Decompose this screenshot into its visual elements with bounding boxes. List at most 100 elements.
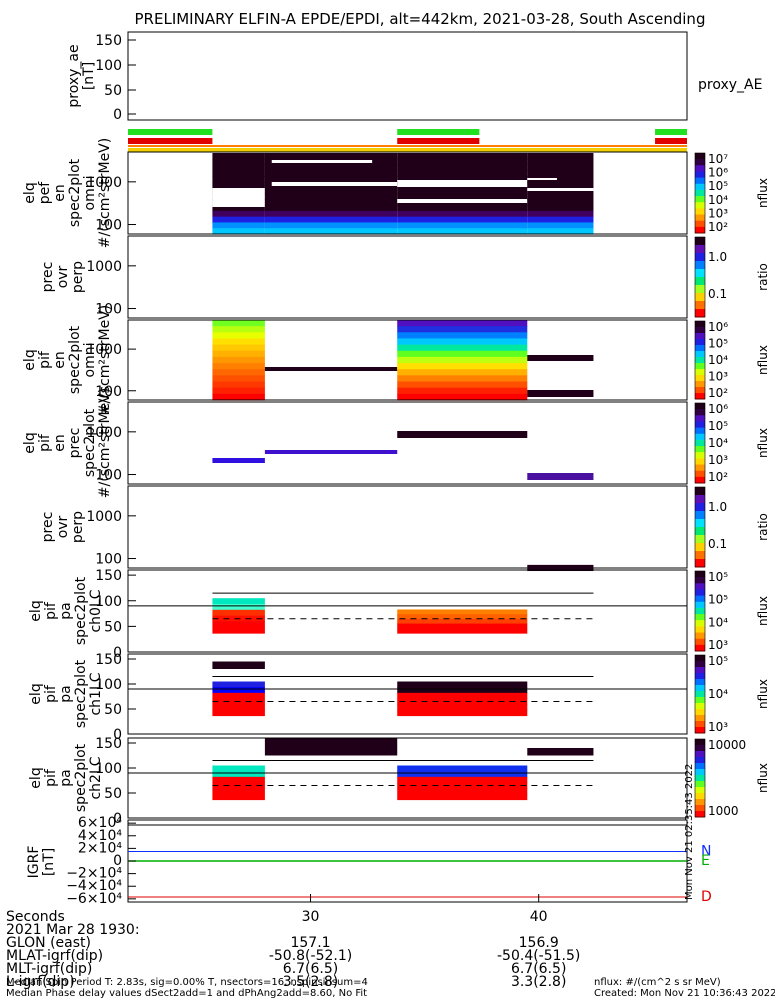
ylabel-line: #/(scm²strMeV): [97, 138, 113, 248]
spectrogram-cell: [212, 765, 265, 772]
colorbar-label: 10⁴: [708, 687, 728, 701]
spectrogram-cell: [527, 188, 594, 191]
colorbar-swatch: [695, 757, 705, 764]
footer-row-value: 157.1: [290, 935, 330, 951]
spectrogram-cell: [397, 187, 528, 195]
ae-ytick-label: 150: [95, 33, 122, 49]
colorbar-swatch: [695, 363, 705, 370]
ytick-label: 50: [104, 702, 122, 718]
spectrogram-cell: [212, 776, 265, 784]
spectrogram-panels: 1000100elqpefenspec2plotomni#/(scm²strMe…: [22, 138, 770, 827]
footer-note-spin: Median Spin Period T: 2.83s, sig=0.00% T…: [6, 977, 368, 988]
spectrogram-cell: [527, 178, 557, 180]
colorbar-swatch: [695, 727, 705, 734]
colorbar-name: nflux: [756, 345, 770, 375]
spectrogram-cell: [527, 199, 594, 206]
colorbar: 1.0 0.1 ratio: [694, 236, 770, 318]
spectrogram-cell: [264, 738, 398, 756]
colorbar-label: 10⁶: [708, 402, 728, 416]
panel-ylabel: elqpifenprecspec2plot#/(scm²strMeV): [22, 388, 113, 498]
igrf-ytick-label: 4×10⁴: [78, 828, 122, 844]
spectrogram-cell: [212, 350, 265, 358]
spectrogram-cell: [397, 369, 528, 376]
ytick-label: 150: [95, 736, 122, 752]
colorbar-swatch: [695, 551, 705, 560]
spectrogram-cell: [397, 381, 528, 389]
colorbar-label: 10⁶: [708, 320, 728, 334]
colorbar: 10⁵ 10⁵ 10⁴ 10³ nflux: [694, 570, 770, 652]
spectrogram-cell: [271, 182, 398, 186]
spectrogram-cell: [212, 210, 265, 218]
colorbar-swatch: [695, 470, 705, 478]
spectrogram-cell: [212, 603, 265, 611]
colorbar-swatch: [695, 715, 705, 722]
panel-ch2LC: 150100500elqpifpaspec2plotch2LC100001000…: [28, 736, 770, 827]
colorbar-swatch: [695, 427, 705, 435]
spectrogram-cell: [271, 160, 373, 163]
spectrogram-cell: [397, 709, 528, 717]
colorbar-label: 10⁵: [708, 654, 728, 668]
spectrogram-cell: [397, 692, 528, 700]
colorbar-swatch: [695, 527, 705, 536]
spectrogram-cell: [527, 205, 594, 212]
footer-row-label: MLAT-igrf(dip): [6, 948, 103, 964]
spectrogram-cell: [527, 193, 594, 200]
colorbar-swatch: [695, 375, 705, 382]
spectrogram-cell: [397, 193, 528, 200]
spectrogram-cell: [397, 681, 528, 688]
spectrogram-cell: [264, 210, 398, 218]
spectrogram-cell: [397, 776, 528, 784]
status-bar-green: [128, 129, 213, 135]
spectrogram-cell: [212, 356, 265, 364]
colorbar-name: nflux: [756, 178, 770, 208]
colorbar-swatch: [695, 614, 705, 621]
spectrogram-cell: [397, 228, 528, 235]
spectrogram-cell: [264, 216, 398, 224]
spectrogram-cell: [397, 765, 528, 772]
colorbar-swatch: [695, 196, 705, 203]
ylabel-line: #/(scm²strMeV): [97, 388, 113, 498]
spectrogram-cell: [397, 771, 528, 778]
spectrogram-cell: [527, 164, 594, 171]
spectrogram-cell: [397, 332, 528, 340]
colorbar-swatch: [695, 644, 705, 652]
ylabel-line: pif: [43, 601, 59, 620]
ytick-label: 100: [95, 218, 122, 234]
colorbar-swatch: [695, 369, 705, 376]
colorbar-swatch: [695, 333, 705, 340]
spectrogram-cell: [397, 338, 528, 346]
spectrogram-cell: [212, 458, 265, 463]
panel-elepif: 1000100elqpifenspec2plotomni#/(scm²strMe…: [22, 305, 770, 415]
colorbar-label: 10⁶: [708, 166, 728, 180]
footer-row-value: -50.4(-51.5): [497, 948, 580, 964]
spectrogram-cell: [212, 222, 265, 229]
status-bar-yellow: [128, 148, 687, 152]
colorbar: 1.0 0.1 ratio: [694, 486, 770, 568]
colorbar-label: 10³: [708, 206, 728, 220]
ylabel-line: spec2plot: [67, 325, 83, 394]
panel-frame: [127, 653, 688, 735]
panel-frame: [127, 569, 688, 653]
spectrogram-cell: [212, 332, 265, 340]
colorbar-label: 10²: [708, 220, 728, 234]
ylabel-line: omni: [82, 343, 98, 378]
ylabel-line: #/(scm²strMeV): [97, 305, 113, 415]
ytick-label: 100: [95, 552, 122, 568]
ylabel-line: en: [52, 434, 68, 452]
spectrogram-cell: [527, 170, 594, 177]
colorbar-frame: [694, 152, 706, 234]
ylabel-line: spec2plot: [67, 158, 83, 227]
ytick-label: 1000: [86, 425, 122, 441]
panel-ylabel: precovrperp: [40, 261, 86, 293]
ae-ytick-label: 0: [113, 107, 122, 123]
colorbar-label: 1.0: [708, 250, 727, 264]
spectrogram-cell: [212, 153, 265, 160]
ae-legend: proxy_AE: [698, 77, 762, 93]
spectrogram-cell: [527, 176, 594, 183]
spectrogram-cell: [212, 326, 265, 333]
panel-frame: [127, 401, 688, 485]
colorbar-swatch: [695, 571, 705, 578]
spectrogram-cell: [212, 661, 265, 669]
